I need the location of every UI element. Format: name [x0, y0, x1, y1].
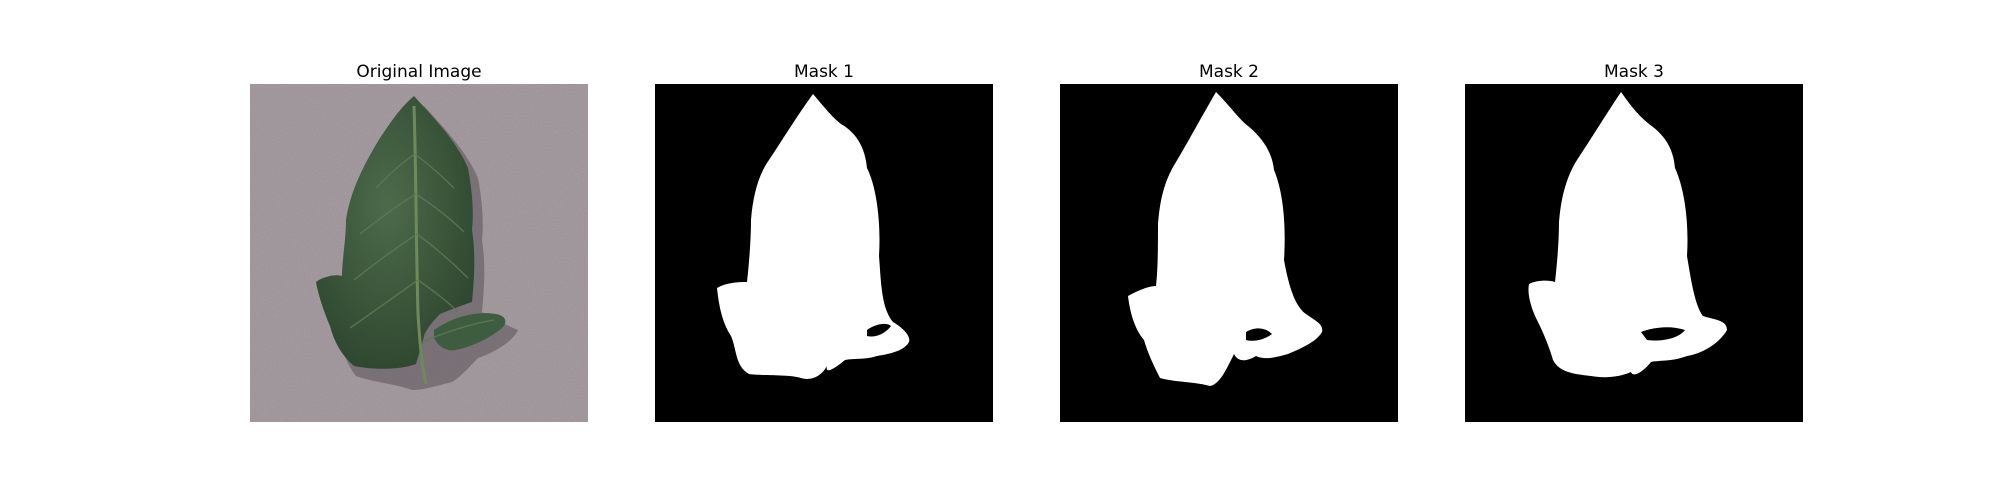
- panel-title: Original Image: [250, 60, 588, 84]
- mask-2-image: [1060, 84, 1398, 422]
- panel-title: Mask 1: [655, 60, 993, 84]
- original-leaf-image: [250, 84, 588, 422]
- panel-original-image: Original Image: [250, 60, 588, 422]
- panel-title: Mask 3: [1465, 60, 1803, 84]
- leaf-texture: [310, 94, 510, 384]
- panel-mask-2: Mask 2: [1060, 60, 1398, 422]
- panel-mask-1: Mask 1: [655, 60, 993, 422]
- mask-1-image: [655, 84, 993, 422]
- panel-title: Mask 2: [1060, 60, 1398, 84]
- mask-3-image: [1465, 84, 1803, 422]
- panel-mask-3: Mask 3: [1465, 60, 1803, 422]
